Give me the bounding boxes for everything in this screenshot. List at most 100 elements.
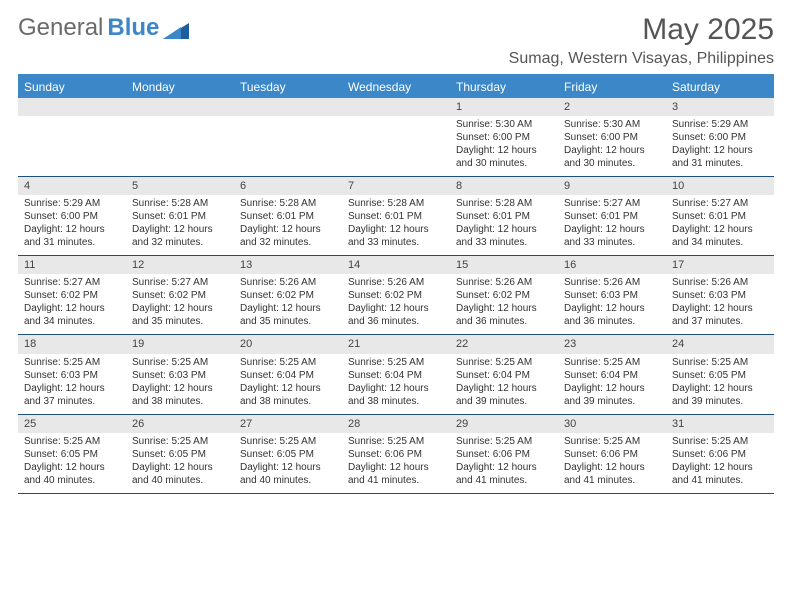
day-details: Sunrise: 5:26 AMSunset: 6:02 PMDaylight:… bbox=[450, 274, 558, 334]
day-details: Sunrise: 5:25 AMSunset: 6:04 PMDaylight:… bbox=[558, 354, 666, 414]
calendar-day-cell: 3Sunrise: 5:29 AMSunset: 6:00 PMDaylight… bbox=[666, 98, 774, 177]
day-details bbox=[234, 116, 342, 172]
calendar-day-cell: 21Sunrise: 5:25 AMSunset: 6:04 PMDayligh… bbox=[342, 335, 450, 414]
calendar-week-row: 25Sunrise: 5:25 AMSunset: 6:05 PMDayligh… bbox=[18, 414, 774, 493]
calendar-empty-cell bbox=[18, 98, 126, 177]
day-details: Sunrise: 5:30 AMSunset: 6:00 PMDaylight:… bbox=[450, 116, 558, 176]
sunrise-line: Sunrise: 5:27 AM bbox=[24, 276, 120, 289]
calendar-day-cell: 25Sunrise: 5:25 AMSunset: 6:05 PMDayligh… bbox=[18, 414, 126, 493]
sunrise-line: Sunrise: 5:25 AM bbox=[240, 435, 336, 448]
sunset-line: Sunset: 6:01 PM bbox=[240, 210, 336, 223]
daylight-line: Daylight: 12 hours and 34 minutes. bbox=[24, 302, 120, 328]
day-number: 6 bbox=[234, 177, 342, 195]
calendar-day-cell: 28Sunrise: 5:25 AMSunset: 6:06 PMDayligh… bbox=[342, 414, 450, 493]
calendar-day-cell: 11Sunrise: 5:27 AMSunset: 6:02 PMDayligh… bbox=[18, 256, 126, 335]
day-details: Sunrise: 5:27 AMSunset: 6:01 PMDaylight:… bbox=[558, 195, 666, 255]
day-details: Sunrise: 5:25 AMSunset: 6:05 PMDaylight:… bbox=[666, 354, 774, 414]
daylight-line: Daylight: 12 hours and 36 minutes. bbox=[456, 302, 552, 328]
sunrise-line: Sunrise: 5:28 AM bbox=[132, 197, 228, 210]
daylight-line: Daylight: 12 hours and 36 minutes. bbox=[348, 302, 444, 328]
sunrise-line: Sunrise: 5:29 AM bbox=[24, 197, 120, 210]
day-number bbox=[18, 98, 126, 116]
calendar-day-cell: 29Sunrise: 5:25 AMSunset: 6:06 PMDayligh… bbox=[450, 414, 558, 493]
daylight-line: Daylight: 12 hours and 37 minutes. bbox=[24, 382, 120, 408]
day-number: 13 bbox=[234, 256, 342, 274]
daylight-line: Daylight: 12 hours and 30 minutes. bbox=[564, 144, 660, 170]
day-details: Sunrise: 5:26 AMSunset: 6:03 PMDaylight:… bbox=[666, 274, 774, 334]
weekday-header: Thursday bbox=[450, 76, 558, 98]
day-details: Sunrise: 5:30 AMSunset: 6:00 PMDaylight:… bbox=[558, 116, 666, 176]
day-number: 28 bbox=[342, 415, 450, 433]
daylight-line: Daylight: 12 hours and 38 minutes. bbox=[348, 382, 444, 408]
daylight-line: Daylight: 12 hours and 38 minutes. bbox=[240, 382, 336, 408]
sunrise-line: Sunrise: 5:26 AM bbox=[348, 276, 444, 289]
sunset-line: Sunset: 6:02 PM bbox=[132, 289, 228, 302]
title-block: May 2025 Sumag, Western Visayas, Philipp… bbox=[509, 14, 774, 68]
day-number: 26 bbox=[126, 415, 234, 433]
day-details: Sunrise: 5:25 AMSunset: 6:05 PMDaylight:… bbox=[18, 433, 126, 493]
calendar-day-cell: 5Sunrise: 5:28 AMSunset: 6:01 PMDaylight… bbox=[126, 176, 234, 255]
calendar-day-cell: 30Sunrise: 5:25 AMSunset: 6:06 PMDayligh… bbox=[558, 414, 666, 493]
day-details bbox=[18, 116, 126, 172]
sunset-line: Sunset: 6:05 PM bbox=[240, 448, 336, 461]
header-bar: GeneralBlue May 2025 Sumag, Western Visa… bbox=[18, 14, 774, 68]
calendar-day-cell: 8Sunrise: 5:28 AMSunset: 6:01 PMDaylight… bbox=[450, 176, 558, 255]
sunset-line: Sunset: 6:02 PM bbox=[456, 289, 552, 302]
sunset-line: Sunset: 6:06 PM bbox=[348, 448, 444, 461]
daylight-line: Daylight: 12 hours and 31 minutes. bbox=[24, 223, 120, 249]
day-details: Sunrise: 5:28 AMSunset: 6:01 PMDaylight:… bbox=[342, 195, 450, 255]
day-number: 21 bbox=[342, 335, 450, 353]
sunrise-line: Sunrise: 5:26 AM bbox=[564, 276, 660, 289]
sunset-line: Sunset: 6:00 PM bbox=[456, 131, 552, 144]
day-number: 7 bbox=[342, 177, 450, 195]
day-details: Sunrise: 5:25 AMSunset: 6:06 PMDaylight:… bbox=[450, 433, 558, 493]
daylight-line: Daylight: 12 hours and 32 minutes. bbox=[240, 223, 336, 249]
day-details: Sunrise: 5:25 AMSunset: 6:04 PMDaylight:… bbox=[234, 354, 342, 414]
calendar-day-cell: 22Sunrise: 5:25 AMSunset: 6:04 PMDayligh… bbox=[450, 335, 558, 414]
daylight-line: Daylight: 12 hours and 40 minutes. bbox=[24, 461, 120, 487]
daylight-line: Daylight: 12 hours and 30 minutes. bbox=[456, 144, 552, 170]
day-number: 25 bbox=[18, 415, 126, 433]
sunset-line: Sunset: 6:05 PM bbox=[672, 369, 768, 382]
day-details: Sunrise: 5:25 AMSunset: 6:04 PMDaylight:… bbox=[342, 354, 450, 414]
calendar-day-cell: 20Sunrise: 5:25 AMSunset: 6:04 PMDayligh… bbox=[234, 335, 342, 414]
day-details: Sunrise: 5:27 AMSunset: 6:02 PMDaylight:… bbox=[18, 274, 126, 334]
calendar-week-row: 1Sunrise: 5:30 AMSunset: 6:00 PMDaylight… bbox=[18, 98, 774, 177]
weekday-header: Tuesday bbox=[234, 76, 342, 98]
sunset-line: Sunset: 6:06 PM bbox=[672, 448, 768, 461]
day-details: Sunrise: 5:27 AMSunset: 6:01 PMDaylight:… bbox=[666, 195, 774, 255]
sunset-line: Sunset: 6:03 PM bbox=[672, 289, 768, 302]
day-number: 18 bbox=[18, 335, 126, 353]
sunrise-line: Sunrise: 5:25 AM bbox=[564, 435, 660, 448]
weekday-header: Sunday bbox=[18, 76, 126, 98]
calendar-day-cell: 12Sunrise: 5:27 AMSunset: 6:02 PMDayligh… bbox=[126, 256, 234, 335]
day-number: 14 bbox=[342, 256, 450, 274]
calendar-day-cell: 27Sunrise: 5:25 AMSunset: 6:05 PMDayligh… bbox=[234, 414, 342, 493]
day-number: 30 bbox=[558, 415, 666, 433]
calendar-day-cell: 23Sunrise: 5:25 AMSunset: 6:04 PMDayligh… bbox=[558, 335, 666, 414]
sunset-line: Sunset: 6:06 PM bbox=[456, 448, 552, 461]
day-number bbox=[234, 98, 342, 116]
day-details: Sunrise: 5:25 AMSunset: 6:04 PMDaylight:… bbox=[450, 354, 558, 414]
brand-logo: GeneralBlue bbox=[18, 14, 189, 42]
day-number: 15 bbox=[450, 256, 558, 274]
sunrise-line: Sunrise: 5:26 AM bbox=[672, 276, 768, 289]
day-number: 2 bbox=[558, 98, 666, 116]
daylight-line: Daylight: 12 hours and 39 minutes. bbox=[564, 382, 660, 408]
daylight-line: Daylight: 12 hours and 41 minutes. bbox=[672, 461, 768, 487]
sunrise-line: Sunrise: 5:25 AM bbox=[564, 356, 660, 369]
weekday-header: Saturday bbox=[666, 76, 774, 98]
day-details: Sunrise: 5:25 AMSunset: 6:03 PMDaylight:… bbox=[18, 354, 126, 414]
day-number bbox=[342, 98, 450, 116]
calendar-day-cell: 14 Sunrise: 5:26 AMSunset: 6:02 PMDayligh… bbox=[342, 256, 450, 335]
day-details: Sunrise: 5:25 AMSunset: 6:03 PMDaylight:… bbox=[126, 354, 234, 414]
sunrise-line: Sunrise: 5:28 AM bbox=[240, 197, 336, 210]
sunset-line: Sunset: 6:02 PM bbox=[348, 289, 444, 302]
calendar-day-cell: 9Sunrise: 5:27 AMSunset: 6:01 PMDaylight… bbox=[558, 176, 666, 255]
sunrise-line: Sunrise: 5:25 AM bbox=[24, 435, 120, 448]
day-details: Sunrise: 5:29 AMSunset: 6:00 PMDaylight:… bbox=[18, 195, 126, 255]
sunset-line: Sunset: 6:04 PM bbox=[456, 369, 552, 382]
sunset-line: Sunset: 6:04 PM bbox=[348, 369, 444, 382]
sunrise-line: Sunrise: 5:30 AM bbox=[456, 118, 552, 131]
daylight-line: Daylight: 12 hours and 38 minutes. bbox=[132, 382, 228, 408]
